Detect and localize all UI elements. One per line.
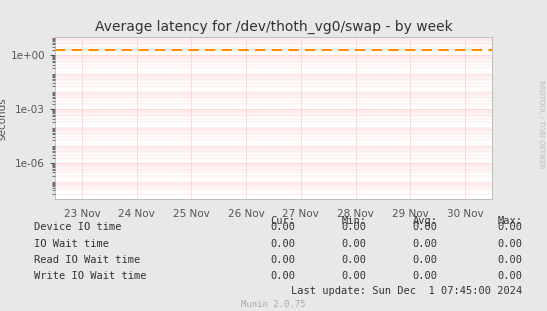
Text: Device IO time: Device IO time: [34, 222, 121, 232]
Text: 0.00: 0.00: [270, 239, 295, 248]
Text: 0.00: 0.00: [497, 255, 522, 265]
Text: 0.00: 0.00: [270, 222, 295, 232]
Text: Min:: Min:: [341, 216, 366, 226]
Text: 0.00: 0.00: [341, 255, 366, 265]
Text: 0.00: 0.00: [270, 255, 295, 265]
Text: Avg:: Avg:: [412, 216, 438, 226]
Text: 0.00: 0.00: [341, 271, 366, 281]
Text: 0.00: 0.00: [341, 222, 366, 232]
Text: Read IO Wait time: Read IO Wait time: [34, 255, 140, 265]
Text: 0.00: 0.00: [412, 271, 438, 281]
Text: Max:: Max:: [497, 216, 522, 226]
Text: 0.00: 0.00: [412, 222, 438, 232]
Text: Munin 2.0.75: Munin 2.0.75: [241, 300, 306, 309]
Text: IO Wait time: IO Wait time: [34, 239, 109, 248]
Text: 0.00: 0.00: [497, 222, 522, 232]
Text: Cur:: Cur:: [270, 216, 295, 226]
Text: 0.00: 0.00: [497, 239, 522, 248]
Title: Average latency for /dev/thoth_vg0/swap - by week: Average latency for /dev/thoth_vg0/swap …: [95, 19, 452, 34]
Text: 0.00: 0.00: [412, 255, 438, 265]
Text: 0.00: 0.00: [341, 239, 366, 248]
Text: Write IO Wait time: Write IO Wait time: [34, 271, 147, 281]
Text: 0.00: 0.00: [497, 271, 522, 281]
Y-axis label: seconds: seconds: [0, 97, 8, 140]
Text: Last update: Sun Dec  1 07:45:00 2024: Last update: Sun Dec 1 07:45:00 2024: [291, 286, 522, 296]
Text: 0.00: 0.00: [270, 271, 295, 281]
Text: 0.00: 0.00: [412, 239, 438, 248]
Text: RRDTOOL / TOBI OETIKER: RRDTOOL / TOBI OETIKER: [538, 80, 544, 169]
